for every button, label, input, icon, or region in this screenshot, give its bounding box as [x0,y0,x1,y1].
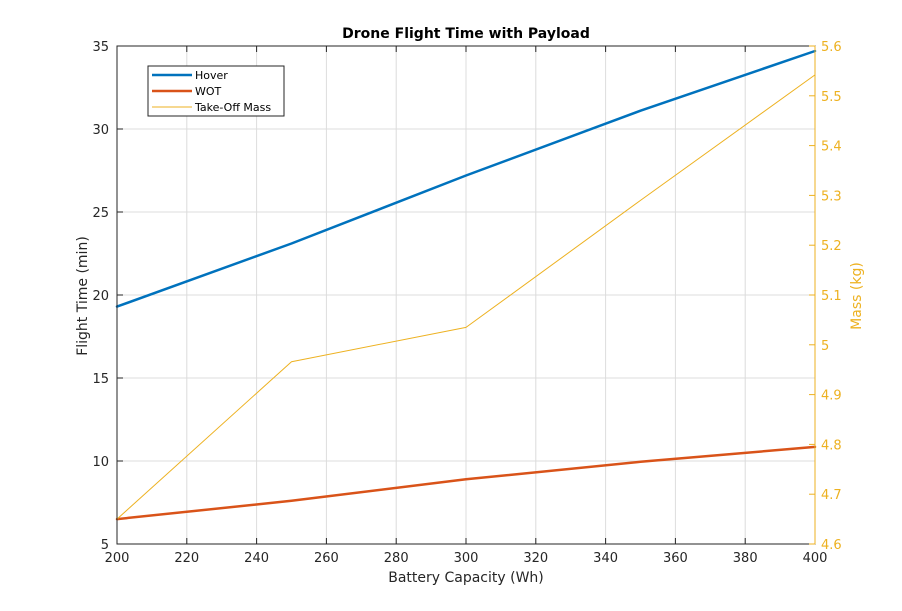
right-y-tick-label: 5.4 [821,140,842,155]
x-tick-label: 360 [663,551,688,566]
right-y-tick-label: 4.6 [821,538,842,553]
y-tick-label: 5 [101,538,109,553]
right-y-tick-label: 4.9 [821,389,842,404]
y-tick-label: 35 [92,40,109,55]
x-tick-label: 280 [384,551,409,566]
x-tick-label: 260 [314,551,339,566]
series-line-hover [115,49,817,308]
grid-lines [117,46,815,544]
y-tick-label: 25 [92,206,109,221]
x-tick-label: 380 [733,551,758,566]
y-axis-label: Flight Time (min) [75,236,91,356]
right-y-tick-label: 5.6 [821,40,842,55]
x-tick-label: 340 [593,551,618,566]
legend: Hover WOT Take-Off Mass [147,65,285,117]
series-line-take-off-mass [116,74,816,520]
x-tick-label: 320 [523,551,548,566]
legend-label-hover: Hover [195,69,228,82]
series-layer [115,49,817,521]
x-tick-label: 200 [105,551,130,566]
legend-label-take-off-mass: Take-Off Mass [194,101,271,114]
y-tick-label: 20 [92,289,109,304]
x-tick-label: 400 [803,551,828,566]
right-y-tick-label: 5.1 [821,289,842,304]
x-tick-label: 300 [454,551,479,566]
x-tick-label: 220 [174,551,199,566]
legend-label-wot: WOT [195,85,222,98]
y-tick-label: 30 [92,123,109,138]
right-y-tick-label: 5.5 [821,90,842,105]
series-line-wot [115,445,817,521]
right-y-tick-label: 4.8 [821,438,842,453]
y-tick-label: 15 [92,372,109,387]
x-tick-label: 240 [244,551,269,566]
axis-ticks: 200 220 240 260 280 300 320 340 360 380 400 5 10 15 20… [92,40,841,566]
chart-title: Drone Flight Time with Payload [342,26,590,42]
right-y-axis-label: Mass (kg) [849,262,865,330]
right-y-tick-label: 5.3 [821,189,842,204]
y-tick-label: 10 [92,455,109,470]
right-y-tick-label: 5.2 [821,239,842,254]
right-y-tick-label: 4.7 [821,488,842,503]
x-axis-label: Battery Capacity (Wh) [388,570,544,586]
right-y-tick-label: 5 [821,339,829,354]
